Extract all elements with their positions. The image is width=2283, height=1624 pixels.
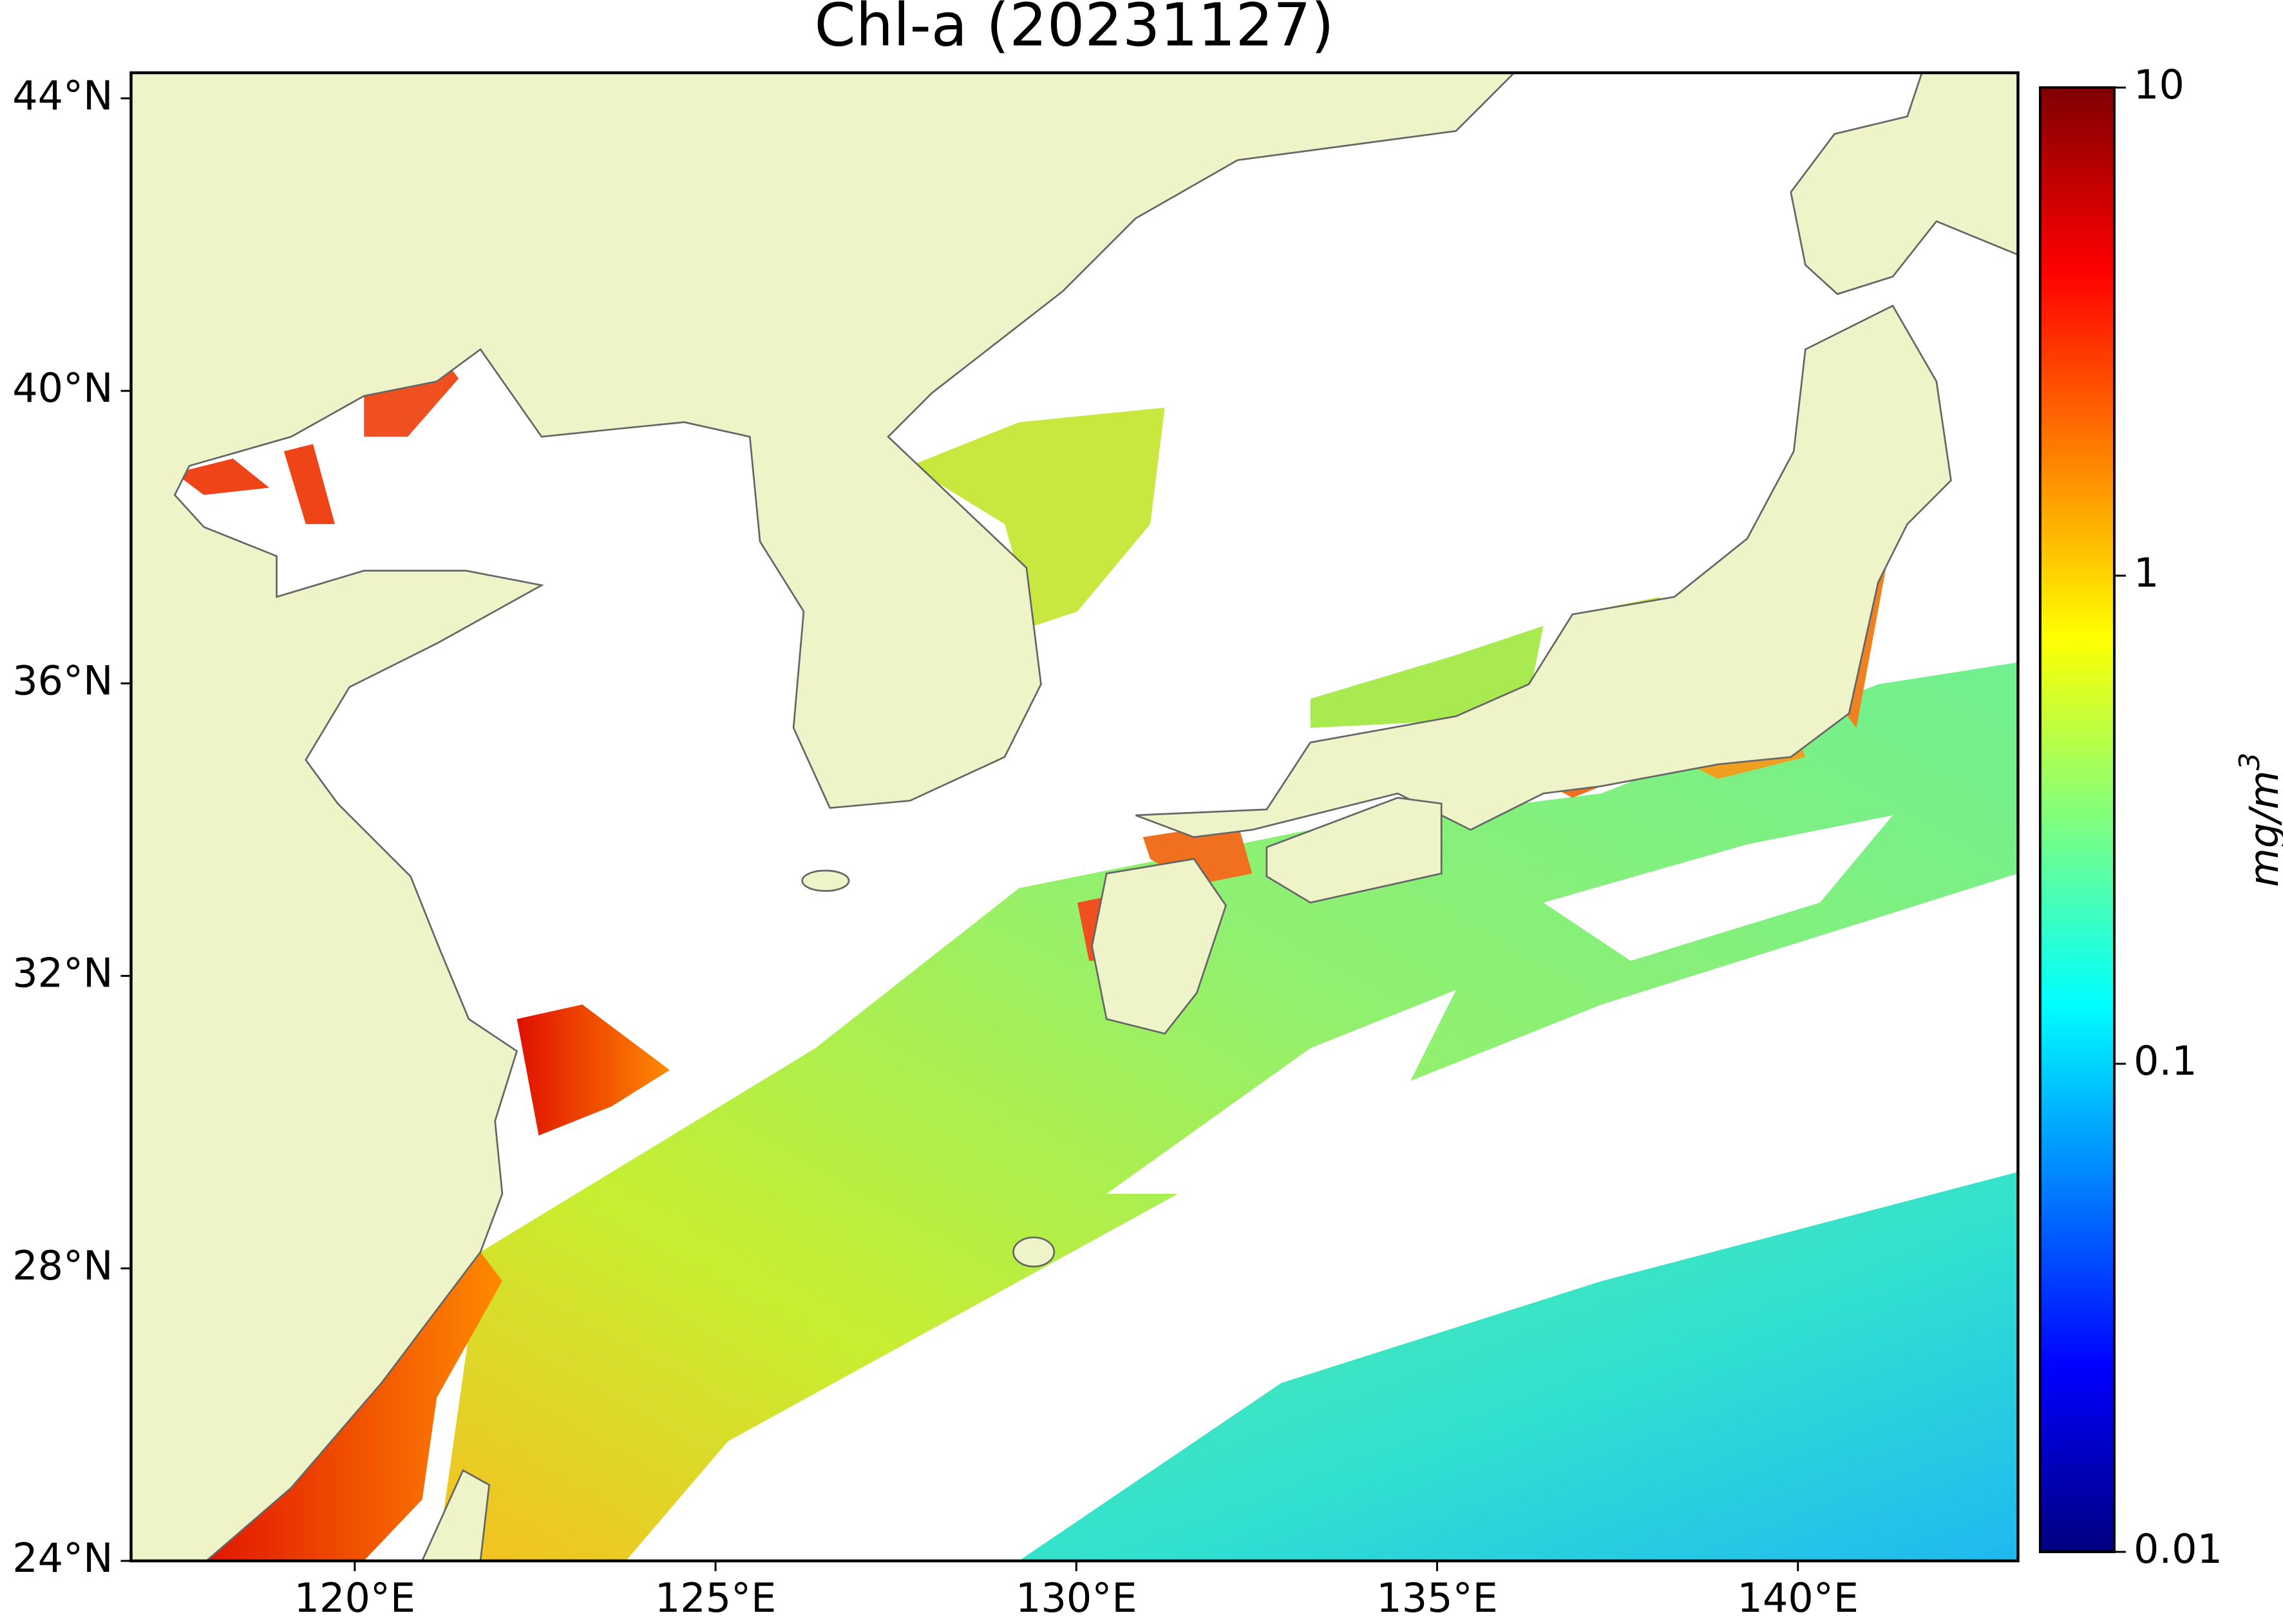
y-tick-label: 24°N xyxy=(12,1534,113,1582)
x-tick-label: 135°E xyxy=(1376,1574,1498,1621)
x-tick-label: 140°E xyxy=(1738,1574,1859,1621)
y-tick-label: 28°N xyxy=(12,1242,113,1289)
x-tick-label: 120°E xyxy=(294,1574,416,1621)
y-tick-label: 40°N xyxy=(12,364,113,411)
colorbar-label: mg/m3 xyxy=(2233,752,2283,887)
map-title: Chl-a (20231127) xyxy=(815,0,1334,59)
colorbar-label-text: mg/m xyxy=(2240,770,2283,887)
y-tick-label: 32°N xyxy=(12,950,113,997)
colorbar-tick-label: 10 xyxy=(2134,61,2184,108)
y-tick-label: 44°N xyxy=(12,72,113,119)
colorbar-label-sup: 3 xyxy=(2233,752,2266,770)
colorbar-tick-label: 1 xyxy=(2134,549,2159,596)
y-tick-label: 36°N xyxy=(12,657,113,704)
colorbar-tick-label: 0.1 xyxy=(2134,1037,2197,1084)
map-frame xyxy=(129,71,2020,1563)
colorbar: mg/m3 0.01 0.1 1 10 xyxy=(2039,61,2283,1572)
x-tick-label: 125°E xyxy=(655,1574,777,1621)
coastline xyxy=(131,73,2018,1561)
map-area xyxy=(131,73,2018,1561)
colorbar-gradient xyxy=(2039,86,2116,1553)
colorbar-tick-label: 0.01 xyxy=(2134,1525,2222,1572)
x-tick-label: 130°E xyxy=(1016,1574,1137,1621)
